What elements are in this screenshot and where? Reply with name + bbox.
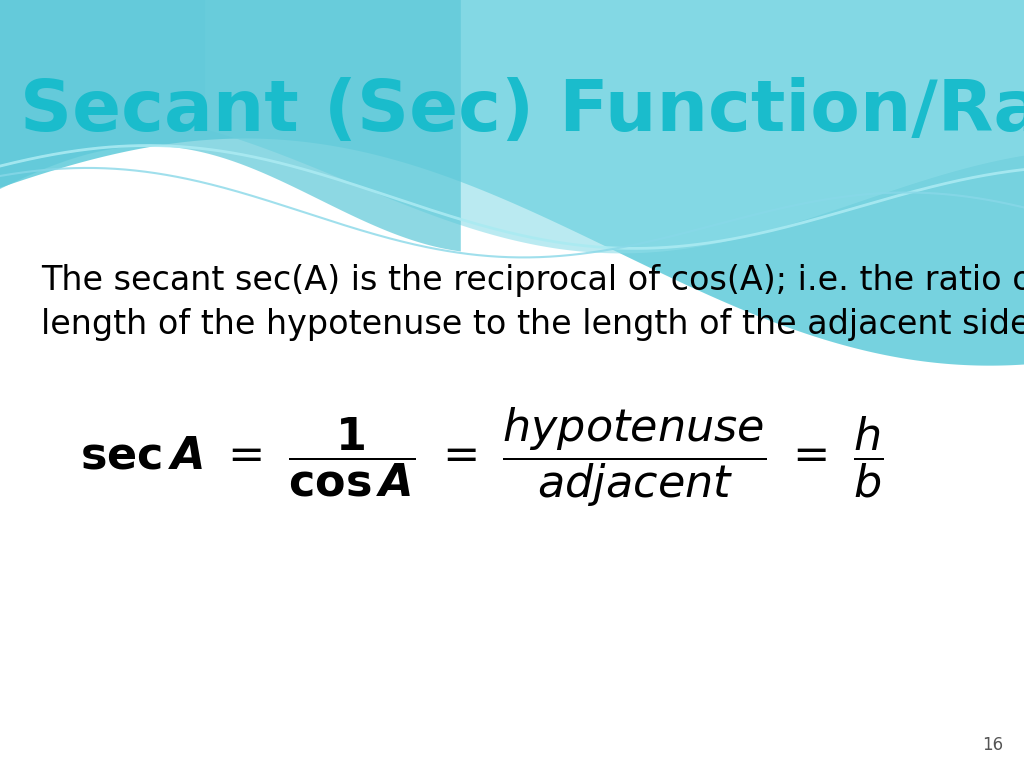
Text: length of the hypotenuse to the length of the adjacent side.: length of the hypotenuse to the length o… xyxy=(41,308,1024,340)
Polygon shape xyxy=(0,0,1024,366)
Text: The secant sec(A) is the reciprocal of cos(A); i.e. the ratio of the: The secant sec(A) is the reciprocal of c… xyxy=(41,264,1024,296)
Polygon shape xyxy=(205,0,1024,253)
Text: Secant (Sec) Function/Ratio: Secant (Sec) Function/Ratio xyxy=(20,77,1024,146)
Text: 16: 16 xyxy=(982,737,1004,754)
Text: $\mathbf{sec}\,\boldsymbol{A}\ =\ \dfrac{\mathbf{1}}{\mathbf{cos}\,\boldsymbol{A: $\mathbf{sec}\,\boldsymbol{A}\ =\ \dfrac… xyxy=(80,405,883,509)
Polygon shape xyxy=(0,0,461,251)
